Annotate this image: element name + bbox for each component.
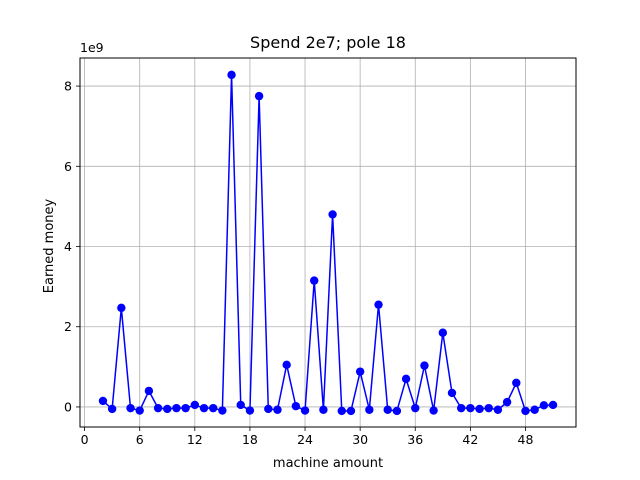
y-tick-label: 2 [64, 319, 72, 334]
data-point [190, 400, 200, 410]
x-tick-label: 24 [297, 432, 313, 447]
series-line [102, 74, 554, 412]
x-tick-label: 0 [81, 432, 89, 447]
x-tick-label: 18 [242, 432, 258, 447]
axes-frame [79, 57, 577, 428]
data-point [227, 70, 236, 80]
data-point [199, 403, 209, 413]
data-point [429, 406, 438, 415]
data-point [337, 406, 346, 416]
data-point [493, 405, 503, 414]
data-point [181, 403, 190, 413]
data-point [117, 303, 126, 313]
x-tick-label: 12 [187, 432, 203, 447]
data-point [383, 405, 392, 414]
data-point [548, 400, 558, 410]
data-point [374, 300, 383, 309]
data-point [328, 210, 337, 219]
data-point [355, 367, 365, 376]
data-point [135, 406, 144, 415]
y-axis-ticks: 0 2 4 6 8 [64, 79, 80, 414]
x-tick-label: 30 [352, 432, 368, 447]
y-tick-label: 8 [64, 79, 72, 94]
x-axis-ticks: 0 6 12 18 24 30 36 42 48 [81, 427, 534, 447]
data-point [420, 361, 429, 370]
data-point [126, 403, 135, 413]
data-point [539, 401, 549, 410]
data-point [512, 378, 521, 388]
y-axis-label: Earned money [42, 198, 57, 293]
data-point [365, 405, 374, 414]
data-point [438, 328, 448, 337]
data-point [153, 403, 163, 413]
y-axis-offset-label: 1e9 [80, 40, 104, 55]
data-point [218, 406, 227, 415]
x-tick-label: 6 [136, 432, 144, 447]
data-point [254, 91, 264, 101]
data-point [401, 374, 411, 384]
y-tick-label: 6 [64, 159, 72, 174]
data-point [144, 386, 154, 396]
data-point [346, 406, 356, 416]
x-axis-label: machine amount [273, 456, 383, 471]
data-point [319, 405, 328, 414]
data-point [521, 406, 530, 416]
data-point [208, 403, 218, 413]
x-tick-label: 36 [407, 432, 423, 447]
plot-area [98, 70, 558, 416]
x-tick-label: 42 [462, 432, 478, 447]
data-point [273, 405, 282, 414]
data-point [245, 406, 255, 415]
data-point [98, 396, 108, 406]
y-tick-label: 0 [64, 399, 72, 414]
data-point [236, 400, 245, 410]
grid-lines [80, 58, 576, 427]
chart-title: Spend 2e7; pole 18 [250, 33, 406, 52]
data-point [172, 403, 181, 413]
data-point [456, 403, 466, 413]
data-point [466, 403, 475, 413]
data-point [484, 403, 493, 413]
data-point [264, 404, 273, 414]
data-point [530, 405, 539, 414]
data-point [107, 404, 117, 414]
data-point [447, 388, 457, 398]
data-point [475, 404, 484, 414]
y-tick-label: 4 [64, 239, 72, 254]
data-point [502, 397, 512, 407]
x-tick-label: 48 [518, 432, 534, 447]
data-point [310, 276, 319, 285]
data-point [300, 406, 310, 415]
data-point [282, 360, 291, 370]
data-point [163, 404, 172, 414]
data-point [411, 403, 420, 413]
data-point [291, 401, 301, 411]
data-point [392, 406, 402, 416]
